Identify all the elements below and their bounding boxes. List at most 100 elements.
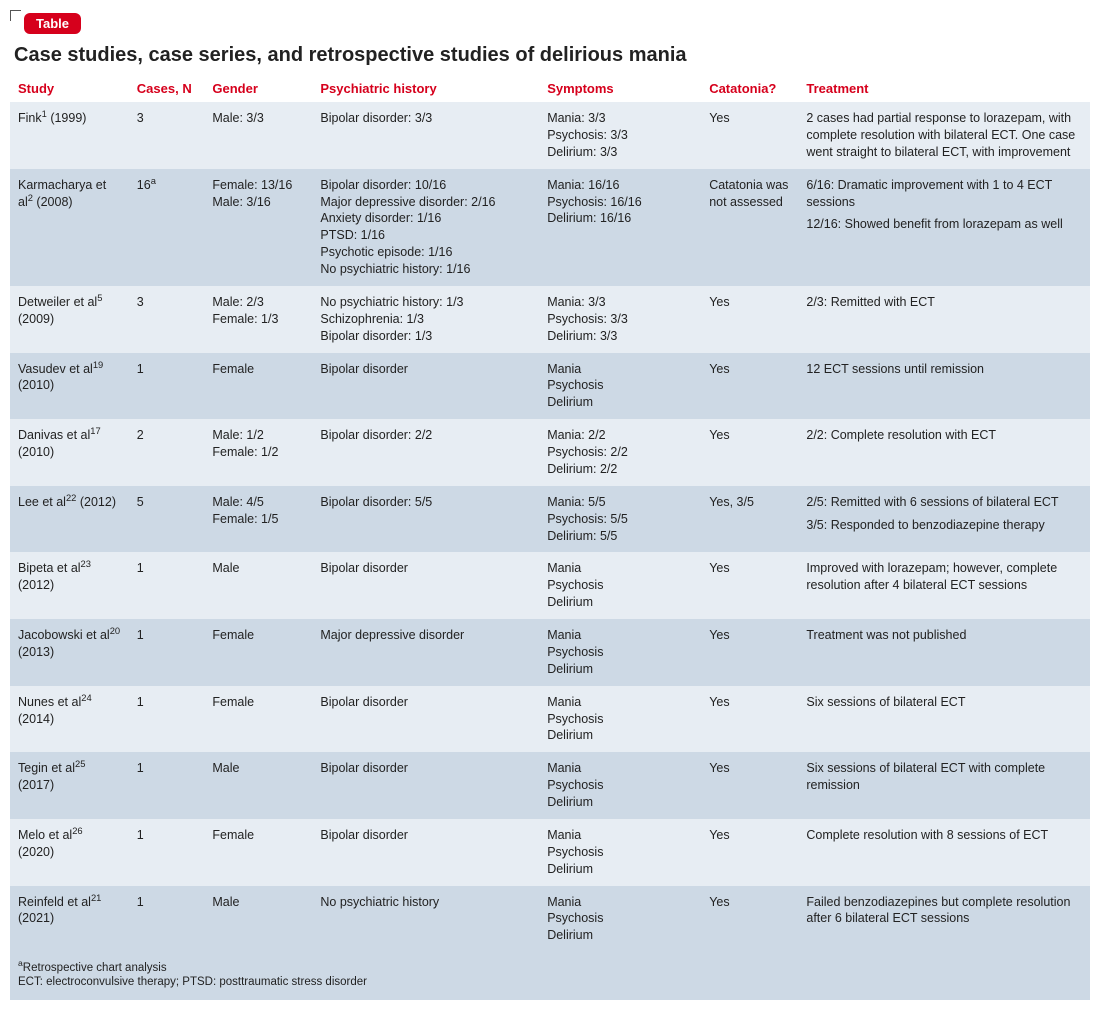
cell-symptoms: Mania: 16/16Psychosis: 16/16Delirium: 16… (539, 169, 701, 286)
cell-study: Bipeta et al23 (2012) (10, 552, 129, 619)
cell-treatment: Six sessions of bilateral ECT (798, 686, 1090, 753)
cell-history: Bipolar disorder: 5/5 (312, 486, 539, 553)
cell-symptoms: Mania: 2/2Psychosis: 2/2Delirium: 2/2 (539, 419, 701, 486)
col-catatonia: Catatonia? (701, 75, 798, 102)
cell-history: Bipolar disorder: 10/16Major depressive … (312, 169, 539, 286)
cell-treatment: 2/2: Complete resolution with ECT (798, 419, 1090, 486)
cell-gender: Female (204, 819, 312, 886)
cell-gender: Male (204, 886, 312, 953)
cell-study: Fink1 (1999) (10, 102, 129, 169)
cell-treatment: 2 cases had partial response to lorazepa… (798, 102, 1090, 169)
cell-history: Bipolar disorder (312, 552, 539, 619)
cell-gender: Male: 4/5Female: 1/5 (204, 486, 312, 553)
cell-cases: 1 (129, 686, 205, 753)
table-row: Fink1 (1999)3Male: 3/3Bipolar disorder: … (10, 102, 1090, 169)
cell-catatonia: Yes (701, 286, 798, 353)
cell-symptoms: ManiaPsychosisDelirium (539, 552, 701, 619)
cell-treatment: 12 ECT sessions until remission (798, 353, 1090, 420)
cell-symptoms: Mania: 3/3Psychosis: 3/3Delirium: 3/3 (539, 286, 701, 353)
footnote-abbrev: ECT: electroconvulsive therapy; PTSD: po… (18, 976, 1082, 988)
cell-cases: 1 (129, 752, 205, 819)
cell-history: Bipolar disorder (312, 752, 539, 819)
table-row: Vasudev et al19 (2010)1FemaleBipolar dis… (10, 353, 1090, 420)
cell-gender: Female (204, 619, 312, 686)
cell-gender: Male: 3/3 (204, 102, 312, 169)
cell-history: Bipolar disorder (312, 819, 539, 886)
cell-treatment: 6/16: Dramatic improvement with 1 to 4 E… (798, 169, 1090, 286)
cell-cases: 16a (129, 169, 205, 286)
cell-catatonia: Yes (701, 752, 798, 819)
table-row: Jacobowski et al20 (2013)1FemaleMajor de… (10, 619, 1090, 686)
cell-study: Detweiler et al5 (2009) (10, 286, 129, 353)
cell-catatonia: Catatonia was not assessed (701, 169, 798, 286)
cell-symptoms: ManiaPsychosisDelirium (539, 752, 701, 819)
cell-symptoms: ManiaPsychosisDelirium (539, 886, 701, 953)
cell-treatment: Six sessions of bilateral ECT with compl… (798, 752, 1090, 819)
cell-catatonia: Yes (701, 419, 798, 486)
cell-symptoms: ManiaPsychosisDelirium (539, 353, 701, 420)
cell-cases: 1 (129, 886, 205, 953)
studies-table: Study Cases, N Gender Psychiatric histor… (10, 75, 1090, 952)
col-history: Psychiatric history (312, 75, 539, 102)
cell-cases: 1 (129, 819, 205, 886)
cell-cases: 3 (129, 102, 205, 169)
cell-gender: Male: 2/3Female: 1/3 (204, 286, 312, 353)
cell-symptoms: ManiaPsychosisDelirium (539, 686, 701, 753)
table-row: Lee et al22 (2012)5Male: 4/5Female: 1/5B… (10, 486, 1090, 553)
cell-history: Bipolar disorder (312, 353, 539, 420)
cell-gender: Male: 1/2Female: 1/2 (204, 419, 312, 486)
footnote-a: aRetrospective chart analysis (18, 962, 1082, 974)
cell-cases: 3 (129, 286, 205, 353)
cell-cases: 1 (129, 619, 205, 686)
cell-gender: Female (204, 353, 312, 420)
table-title: Case studies, case series, and retrospec… (14, 44, 1090, 67)
cell-study: Melo et al26 (2020) (10, 819, 129, 886)
cell-gender: Female (204, 686, 312, 753)
cell-symptoms: Mania: 5/5Psychosis: 5/5Delirium: 5/5 (539, 486, 701, 553)
cell-catatonia: Yes (701, 552, 798, 619)
cell-cases: 1 (129, 552, 205, 619)
cell-treatment: Treatment was not published (798, 619, 1090, 686)
table-badge: Table (24, 13, 81, 34)
table-header-row: Study Cases, N Gender Psychiatric histor… (10, 75, 1090, 102)
cell-study: Reinfeld et al21 (2021) (10, 886, 129, 953)
cell-study: Nunes et al24 (2014) (10, 686, 129, 753)
table-row: Danivas et al17 (2010)2Male: 1/2Female: … (10, 419, 1090, 486)
cell-study: Karmacharya et al2 (2008) (10, 169, 129, 286)
cell-catatonia: Yes (701, 102, 798, 169)
corner-mark (10, 10, 1090, 22)
cell-catatonia: Yes (701, 686, 798, 753)
col-treatment: Treatment (798, 75, 1090, 102)
cell-study: Vasudev et al19 (2010) (10, 353, 129, 420)
cell-symptoms: ManiaPsychosisDelirium (539, 619, 701, 686)
cell-history: Bipolar disorder (312, 686, 539, 753)
cell-catatonia: Yes (701, 886, 798, 953)
table-row: Melo et al26 (2020)1FemaleBipolar disord… (10, 819, 1090, 886)
cell-gender: Male (204, 752, 312, 819)
table-row: Reinfeld et al21 (2021)1MaleNo psychiatr… (10, 886, 1090, 953)
cell-gender: Male (204, 552, 312, 619)
cell-gender: Female: 13/16Male: 3/16 (204, 169, 312, 286)
cell-history: No psychiatric history (312, 886, 539, 953)
col-symptoms: Symptoms (539, 75, 701, 102)
cell-treatment: Failed benzodiazepines but complete reso… (798, 886, 1090, 953)
cell-cases: 1 (129, 353, 205, 420)
cell-symptoms: Mania: 3/3Psychosis: 3/3Delirium: 3/3 (539, 102, 701, 169)
cell-treatment: Improved with lorazepam; however, comple… (798, 552, 1090, 619)
col-study: Study (10, 75, 129, 102)
cell-treatment: Complete resolution with 8 sessions of E… (798, 819, 1090, 886)
table-row: Karmacharya et al2 (2008)16aFemale: 13/1… (10, 169, 1090, 286)
col-gender: Gender (204, 75, 312, 102)
cell-history: Major depressive disorder (312, 619, 539, 686)
cell-history: Bipolar disorder: 2/2 (312, 419, 539, 486)
cell-study: Danivas et al17 (2010) (10, 419, 129, 486)
table-row: Tegin et al25 (2017)1MaleBipolar disorde… (10, 752, 1090, 819)
cell-catatonia: Yes, 3/5 (701, 486, 798, 553)
table-row: Bipeta et al23 (2012)1MaleBipolar disord… (10, 552, 1090, 619)
cell-study: Jacobowski et al20 (2013) (10, 619, 129, 686)
table-row: Nunes et al24 (2014)1FemaleBipolar disor… (10, 686, 1090, 753)
footnotes: aRetrospective chart analysis ECT: elect… (10, 952, 1090, 1000)
cell-study: Lee et al22 (2012) (10, 486, 129, 553)
cell-history: Bipolar disorder: 3/3 (312, 102, 539, 169)
cell-treatment: 2/5: Remitted with 6 sessions of bilater… (798, 486, 1090, 553)
